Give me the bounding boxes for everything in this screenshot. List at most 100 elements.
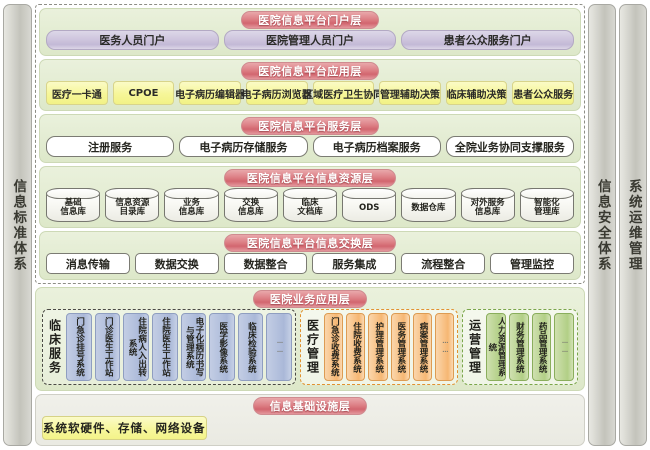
- hospital-information-platform-group: 医院信息平台门户层 医务人员门户 医院管理人员门户 患者公众服务门户 医院信息平…: [35, 4, 585, 284]
- layer-infrastructure-badge: 信息基础设施层: [252, 396, 368, 415]
- database-label-exchange-info: 交换 信息库: [238, 198, 264, 217]
- layer-exchange-title-row: 医院信息平台信息交换层: [46, 233, 574, 252]
- database-label-clinical-document: 临床 文档库: [297, 198, 323, 217]
- database-label-ods: ODS: [359, 202, 380, 213]
- database-icon-intelligent-management[interactable]: 智能化 管理库: [519, 188, 575, 222]
- pillar-left-label: 信息标准体系: [10, 178, 27, 272]
- layer-resource-items: 基础 信息库 信息资源 目录库 业务 信息库 交换 信息库 临床 文档库 ODS…: [46, 188, 575, 222]
- pillar-information-standard-system: 信息标准体系: [3, 4, 32, 446]
- exchange-item-process-integration[interactable]: 流程整合: [401, 253, 486, 274]
- portal-item-patient-public[interactable]: 患者公众服务门户: [401, 30, 575, 50]
- database-label-external-service: 对外服务 信息库: [470, 198, 505, 217]
- layer-portal-badge: 医院信息平台门户层: [241, 10, 379, 29]
- pillar-system-operation-maintenance: 系统运维管理: [619, 4, 647, 446]
- portal-item-clinical-staff[interactable]: 医务人员门户: [46, 30, 219, 50]
- app-item-patient-service[interactable]: 患者公众服务: [512, 81, 574, 105]
- database-icon-ods[interactable]: ODS: [342, 188, 397, 222]
- card-electronic-medical-record-writing[interactable]: 电子化病历书写与管理系统: [180, 313, 207, 381]
- card-medical-affairs-management-system[interactable]: 医务管理系统: [390, 313, 410, 381]
- app-item-cpoe[interactable]: CPOE: [112, 81, 175, 105]
- business-group-label-operations: 运营管理: [467, 319, 482, 375]
- layer-infrastructure-items: 系统软硬件、存储、网络设备: [42, 416, 578, 440]
- layer-information-exchange: 医院信息平台信息交换层 消息传输 数据交换 数据整合 服务集成 流程整合 管理监…: [39, 231, 581, 280]
- database-label-intelligent-management: 智能化 管理库: [534, 198, 560, 217]
- business-cards-medical: 门急诊收费系统 住院收费系统 护理管理系统 医务管理系统 病案管理系统 ……: [324, 313, 455, 381]
- card-financial-management-system[interactable]: 财务管理系统: [508, 313, 529, 381]
- exchange-item-service-integration[interactable]: 服务集成: [312, 253, 397, 274]
- card-inpatient-admission-transfer[interactable]: 住院病人入出转系统: [123, 313, 149, 381]
- main-column: 医院信息平台门户层 医务人员门户 医院管理人员门户 患者公众服务门户 医院信息平…: [35, 4, 585, 446]
- card-nursing-management-system[interactable]: 护理管理系统: [368, 313, 388, 381]
- app-item-clinical-decision[interactable]: 临床辅助决策: [445, 81, 508, 105]
- database-icon-external-service[interactable]: 对外服务 信息库: [460, 188, 515, 222]
- database-icon-basic-info[interactable]: 基础 信息库: [46, 188, 101, 222]
- layer-exchange-badge: 医院信息平台信息交换层: [223, 233, 397, 252]
- business-group-medical-management: 医疗管理 门急诊收费系统 住院收费系统 护理管理系统 医务管理系统 病案管理系统…: [300, 309, 458, 385]
- app-item-card[interactable]: 医疗一卡通: [46, 81, 108, 105]
- exchange-item-data-integration[interactable]: 数据整合: [223, 253, 308, 274]
- card-outpatient-doctor-workstation[interactable]: 门诊医生工作站: [94, 313, 121, 381]
- database-label-resource-catalog: 信息资源 目录库: [115, 198, 150, 217]
- exchange-item-data-exchange[interactable]: 数据交换: [134, 253, 219, 274]
- layer-service: 医院信息平台服务层 注册服务 电子病历存储服务 电子病历档案服务 全院业务协同支…: [39, 114, 581, 163]
- business-group-clinical-service: 临床服务 门急诊挂号系统 门诊医生工作站 住院病人入出转系统 住院医生工作站 电…: [42, 309, 296, 385]
- service-item-emr-archive[interactable]: 电子病历档案服务: [312, 136, 441, 157]
- app-item-regional-collab[interactable]: 区域医疗卫生协同: [303, 81, 383, 105]
- database-icon-clinical-document[interactable]: 临床 文档库: [282, 188, 338, 222]
- card-outpatient-billing-system[interactable]: 门急诊收费系统: [324, 313, 344, 381]
- database-label-business-info: 业务 信息库: [178, 198, 205, 217]
- layer-infrastructure: 信息基础设施层 系统软硬件、存储、网络设备: [35, 394, 585, 446]
- service-item-emr-storage[interactable]: 电子病历存储服务: [179, 136, 308, 157]
- card-outpatient-registration[interactable]: 门急诊挂号系统: [66, 313, 92, 381]
- pillar-security-label: 信息安全体系: [594, 178, 611, 272]
- layer-exchange-items: 消息传输 数据交换 数据整合 服务集成 流程整合 管理监控: [46, 253, 574, 274]
- layer-business-groups: 临床服务 门急诊挂号系统 门诊医生工作站 住院病人入出转系统 住院医生工作站 电…: [42, 309, 578, 385]
- layer-portal: 医院信息平台门户层 医务人员门户 医院管理人员门户 患者公众服务门户: [39, 8, 581, 56]
- layer-application-items: 医疗一卡通 CPOE 电子病历编辑器 电子病历浏览器 区域医疗卫生协同 管理辅助…: [46, 81, 574, 105]
- exchange-item-message-transfer[interactable]: 消息传输: [46, 253, 130, 274]
- pillar-information-security-system: 信息安全体系: [588, 4, 616, 446]
- portal-item-hospital-admin[interactable]: 医院管理人员门户: [223, 30, 397, 50]
- infrastructure-item-hardware-storage-network[interactable]: 系统软硬件、存储、网络设备: [42, 416, 207, 440]
- layer-portal-items: 医务人员门户 医院管理人员门户 患者公众服务门户: [46, 30, 575, 50]
- layer-service-badge: 医院信息平台服务层: [241, 116, 379, 135]
- card-drug-management-system[interactable]: 药品管理系统: [531, 313, 552, 381]
- card-human-resources-system[interactable]: 人力资源管理系统: [486, 313, 506, 381]
- card-clinical-more: ……: [266, 313, 292, 381]
- layer-resource-badge: 医院信息平台信息资源层: [223, 168, 397, 187]
- database-icon-data-warehouse[interactable]: 数据仓库: [401, 188, 456, 222]
- card-medical-imaging-system[interactable]: 医学影像系统: [209, 313, 235, 381]
- card-clinical-laboratory-system[interactable]: 临床检验系统: [237, 313, 264, 381]
- layer-information-resource: 医院信息平台信息资源层 基础 信息库 信息资源 目录库 业务 信息库 交换 信息…: [39, 166, 581, 228]
- layer-business-title-row: 医院业务应用层: [42, 289, 578, 308]
- card-operations-more: ……: [554, 313, 574, 381]
- database-icon-resource-catalog[interactable]: 信息资源 目录库: [105, 188, 160, 222]
- service-item-registry[interactable]: 注册服务: [46, 136, 175, 157]
- app-item-emr-viewer[interactable]: 电子病历浏览器: [242, 81, 312, 105]
- layer-infrastructure-title-row: 信息基础设施层: [42, 396, 578, 415]
- business-group-label-medical: 医疗管理: [305, 319, 320, 375]
- card-medical-records-management-system[interactable]: 病案管理系统: [412, 313, 432, 381]
- layer-application-badge: 医院信息平台应用层: [241, 61, 379, 80]
- card-inpatient-doctor-workstation[interactable]: 住院医生工作站: [151, 313, 178, 381]
- business-cards-clinical: 门急诊挂号系统 门诊医生工作站 住院病人入出转系统 住院医生工作站 电子化病历书…: [66, 313, 292, 381]
- service-item-enterprise-collab[interactable]: 全院业务协同支撑服务: [445, 136, 574, 157]
- app-item-emr-editor[interactable]: 电子病历编辑器: [175, 81, 245, 105]
- exchange-item-management-monitoring[interactable]: 管理监控: [490, 253, 574, 274]
- pillar-ops-label: 系统运维管理: [625, 178, 642, 272]
- database-label-basic-info: 基础 信息库: [60, 198, 86, 217]
- business-group-label-clinical: 临床服务: [47, 319, 62, 375]
- database-icon-business-info[interactable]: 业务 信息库: [164, 188, 219, 222]
- database-label-data-warehouse: 数据仓库: [411, 202, 446, 213]
- card-inpatient-billing-system[interactable]: 住院收费系统: [346, 313, 366, 381]
- layer-business-application: 医院业务应用层 临床服务 门急诊挂号系统 门诊医生工作站 住院病人入出转系统 住…: [35, 287, 585, 391]
- layer-service-title-row: 医院信息平台服务层: [46, 116, 574, 135]
- layer-application: 医院信息平台应用层 医疗一卡通 CPOE 电子病历编辑器 电子病历浏览器 区域医…: [39, 59, 581, 111]
- layer-service-items: 注册服务 电子病历存储服务 电子病历档案服务 全院业务协同支撑服务: [46, 136, 574, 157]
- layer-portal-title-row: 医院信息平台门户层: [46, 10, 574, 29]
- app-item-management-decision[interactable]: 管理辅助决策: [379, 81, 441, 105]
- database-icon-exchange-info[interactable]: 交换 信息库: [223, 188, 279, 222]
- business-group-operations-management: 运营管理 人力资源管理系统 财务管理系统 药品管理系统 ……: [462, 309, 578, 385]
- layer-application-title-row: 医院信息平台应用层: [46, 61, 574, 80]
